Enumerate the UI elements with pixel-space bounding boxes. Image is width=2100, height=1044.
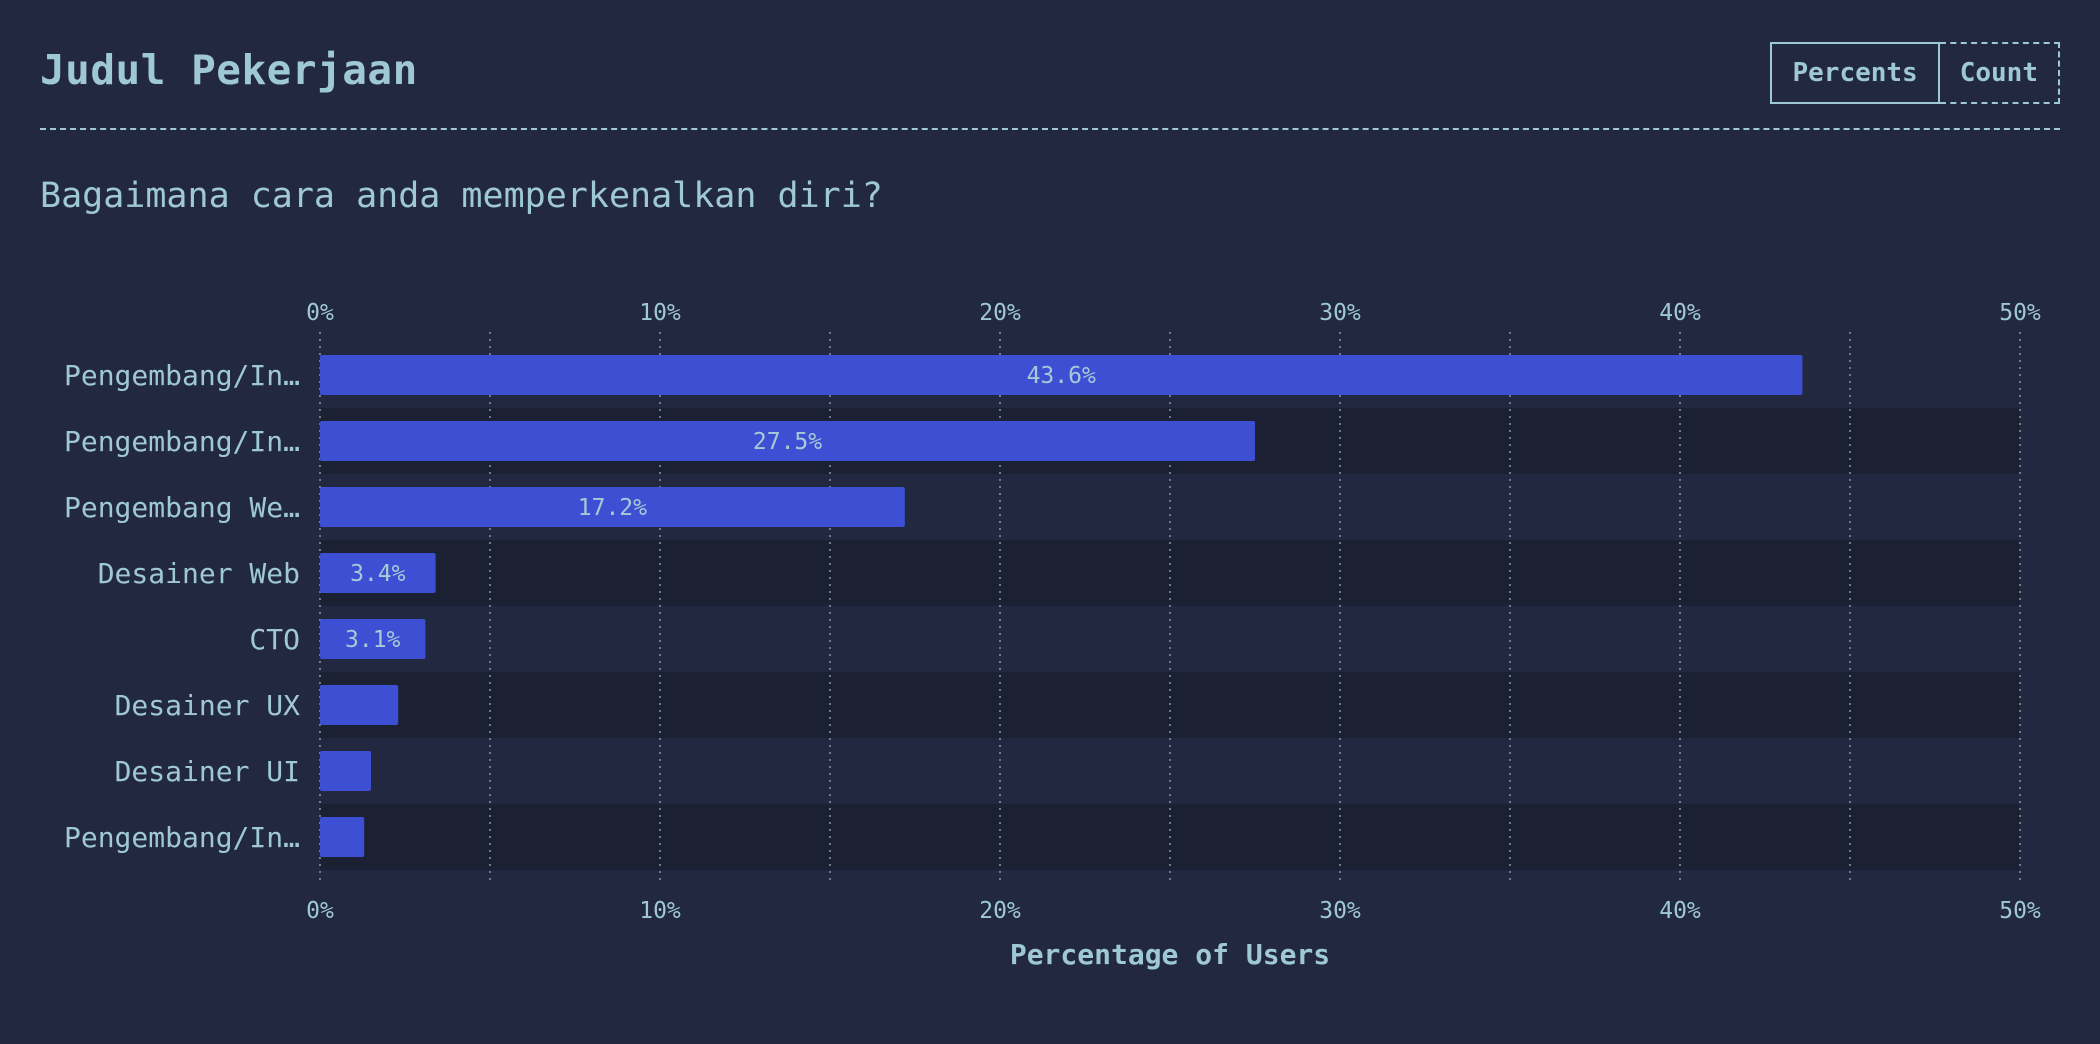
- page-title: Judul Pekerjaan: [40, 46, 418, 94]
- category-label: Pengembang/In…: [64, 821, 300, 854]
- bar-value-label: 17.2%: [578, 495, 647, 521]
- category-label: CTO: [249, 623, 300, 656]
- x-tick-label-bottom: 20%: [979, 898, 1021, 924]
- bar: [320, 685, 399, 725]
- category-label: Desainer UI: [115, 755, 300, 788]
- bar: [320, 487, 905, 527]
- x-tick-label-top: 0%: [306, 300, 334, 326]
- bar-value-label: 43.6%: [1027, 363, 1096, 389]
- x-tick-label-bottom: 10%: [639, 898, 681, 924]
- x-axis-title: Percentage of Users: [1010, 938, 1330, 971]
- x-tick-label-top: 10%: [639, 300, 681, 326]
- x-tick-label-bottom: 50%: [1999, 898, 2041, 924]
- bar: [320, 751, 371, 791]
- bar-value-label: 27.5%: [753, 429, 822, 455]
- survey-question: Bagaimana cara anda memperkenalkan diri?: [40, 176, 883, 216]
- x-tick-label-top: 40%: [1659, 300, 1701, 326]
- chart-header: Judul Pekerjaan Percents Count: [40, 36, 2060, 130]
- bar: [320, 355, 1803, 395]
- category-label: Pengembang/In…: [64, 359, 300, 392]
- category-label: Pengembang We…: [64, 491, 300, 524]
- percents-toggle-button[interactable]: Percents: [1770, 42, 1940, 104]
- x-tick-label-bottom: 40%: [1659, 898, 1701, 924]
- category-label: Desainer UX: [115, 689, 301, 722]
- bar: [320, 619, 426, 659]
- x-tick-label-top: 20%: [979, 300, 1021, 326]
- view-toggle: Percents Count: [1770, 42, 2060, 104]
- bar: [320, 553, 436, 593]
- bar: [320, 817, 365, 857]
- bar-value-label: 3.4%: [350, 561, 406, 587]
- bar: [320, 421, 1255, 461]
- x-tick-label-top: 50%: [1999, 300, 2041, 326]
- bar-value-label: 3.1%: [345, 627, 401, 653]
- category-label: Desainer Web: [98, 557, 300, 590]
- x-tick-label-top: 30%: [1319, 300, 1361, 326]
- x-tick-label-bottom: 0%: [306, 898, 334, 924]
- x-tick-label-bottom: 30%: [1319, 898, 1361, 924]
- count-toggle-button[interactable]: Count: [1939, 42, 2060, 104]
- category-label: Pengembang/In…: [64, 425, 300, 458]
